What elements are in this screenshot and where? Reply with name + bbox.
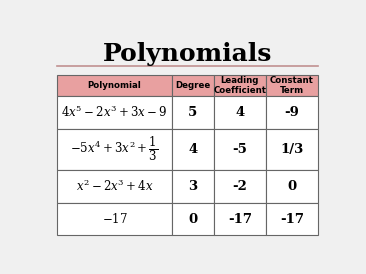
Text: 5: 5: [188, 106, 197, 119]
Text: Constant
Term: Constant Term: [270, 76, 314, 95]
Text: $x^2 - 2x^3 + 4x$: $x^2 - 2x^3 + 4x$: [76, 178, 153, 194]
Bar: [172, 129, 214, 170]
Bar: [266, 170, 318, 202]
Text: -17: -17: [228, 213, 252, 226]
Bar: [57, 75, 172, 96]
Text: Leading
Coefficient: Leading Coefficient: [213, 76, 266, 95]
Text: 0: 0: [188, 213, 197, 226]
Bar: [214, 170, 266, 202]
Bar: [214, 96, 266, 129]
Text: -5: -5: [232, 143, 247, 156]
Text: 4: 4: [188, 143, 197, 156]
Bar: [266, 75, 318, 96]
Bar: [172, 96, 214, 129]
Bar: [266, 129, 318, 170]
Bar: [266, 96, 318, 129]
Text: $-17$: $-17$: [101, 212, 127, 226]
Text: -9: -9: [284, 106, 299, 119]
Bar: [266, 202, 318, 235]
Bar: [172, 202, 214, 235]
Text: 4: 4: [235, 106, 244, 119]
Text: Degree: Degree: [175, 81, 210, 90]
Text: $4x^5 - 2x^3 + 3x - 9$: $4x^5 - 2x^3 + 3x - 9$: [61, 104, 168, 120]
Text: 3: 3: [188, 180, 197, 193]
Bar: [57, 96, 172, 129]
Bar: [214, 202, 266, 235]
Bar: [214, 129, 266, 170]
Bar: [172, 75, 214, 96]
Text: 0: 0: [287, 180, 296, 193]
Bar: [57, 202, 172, 235]
Bar: [214, 75, 266, 96]
Bar: [172, 170, 214, 202]
Text: Polynomial: Polynomial: [87, 81, 141, 90]
Text: Polynomials: Polynomials: [103, 42, 272, 66]
Text: -17: -17: [280, 213, 304, 226]
Bar: [57, 129, 172, 170]
Bar: [57, 170, 172, 202]
Text: 1/3: 1/3: [280, 143, 303, 156]
Text: $-5x^4 + 3x^2 + \dfrac{1}{3}$: $-5x^4 + 3x^2 + \dfrac{1}{3}$: [70, 135, 159, 163]
Text: -2: -2: [232, 180, 247, 193]
